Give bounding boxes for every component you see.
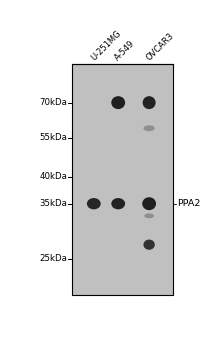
- Ellipse shape: [143, 96, 156, 109]
- Text: A-549: A-549: [113, 38, 137, 62]
- Text: PPA2: PPA2: [177, 199, 200, 208]
- Ellipse shape: [111, 96, 125, 109]
- Ellipse shape: [87, 198, 101, 209]
- Ellipse shape: [111, 198, 125, 209]
- Bar: [72, 64, 173, 295]
- Ellipse shape: [142, 197, 156, 210]
- Text: U-251MG: U-251MG: [89, 29, 123, 62]
- Text: 40kDa: 40kDa: [39, 172, 67, 181]
- Text: 55kDa: 55kDa: [39, 133, 67, 142]
- Text: OVCAR3: OVCAR3: [144, 31, 176, 62]
- Text: 25kDa: 25kDa: [39, 254, 67, 264]
- Ellipse shape: [143, 125, 155, 131]
- Text: 35kDa: 35kDa: [39, 199, 67, 208]
- Ellipse shape: [143, 239, 155, 250]
- Text: 70kDa: 70kDa: [39, 98, 67, 107]
- Ellipse shape: [144, 214, 154, 218]
